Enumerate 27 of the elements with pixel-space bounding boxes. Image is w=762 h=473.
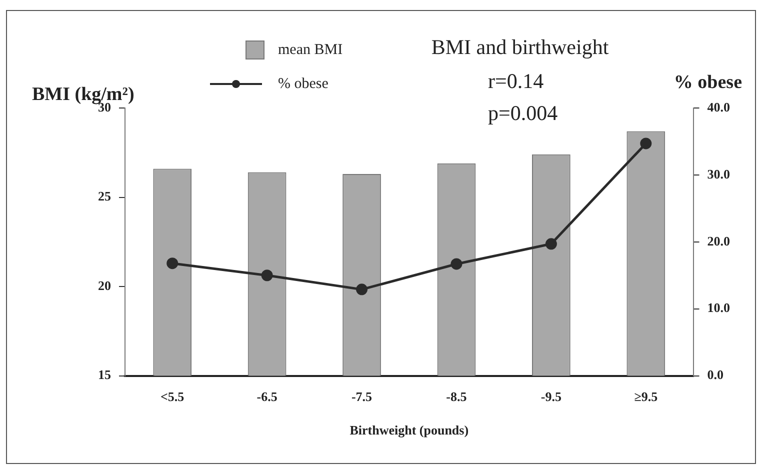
point <box>640 138 652 150</box>
y-tick-label: 25 <box>98 188 112 204</box>
text: r=0.14 <box>488 69 544 93</box>
y2-tick-label: 10.0 <box>707 300 730 316</box>
y2-tick-label: 30.0 <box>707 166 730 182</box>
x-tick-label: <5.5 <box>160 388 185 404</box>
y2-axis-title: % obese <box>674 72 742 93</box>
x-tick-label: -7.5 <box>351 388 373 404</box>
point <box>450 258 462 270</box>
chart-title: BMI and birthweight <box>431 35 609 59</box>
point <box>356 284 368 296</box>
annotation: p=0.004 <box>488 101 558 125</box>
y-tick-label: 20 <box>98 278 111 293</box>
legend-label: % obese <box>278 76 329 92</box>
y2-tick-label: 40.0 <box>707 99 730 114</box>
x-tick-label: -6.5 <box>256 388 278 404</box>
legend-label: mean BMI <box>278 42 343 58</box>
point <box>545 238 557 250</box>
x-axis-title: Birthweight (pounds) <box>350 422 469 438</box>
y-tick-label: 15 <box>98 367 112 382</box>
x-tick-label: -9.5 <box>540 388 562 404</box>
x-tick-label: -8.5 <box>446 388 468 404</box>
y2-tick-label: 20.0 <box>707 233 730 248</box>
x-tick-label: ≥9.5 <box>634 388 658 404</box>
y2-tick-label: 0.0 <box>707 367 724 382</box>
point <box>166 258 178 270</box>
point <box>261 270 273 282</box>
